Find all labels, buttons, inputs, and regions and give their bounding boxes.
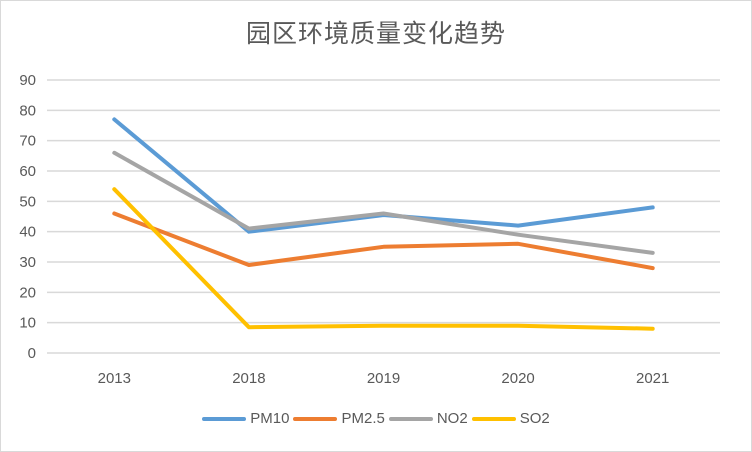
legend-item: PM2.5: [293, 410, 385, 427]
legend-swatch: [293, 416, 338, 421]
legend-item: SO2: [471, 410, 550, 427]
legend-label: PM10: [250, 410, 290, 427]
x-tick-label: 2019: [367, 370, 400, 387]
y-axis-ticks: 0 10 20 30 40 50 60 70 80 90: [19, 72, 36, 362]
y-tick-label: 50: [19, 193, 36, 210]
x-tick-label: 2013: [98, 370, 131, 387]
x-axis-ticks: 2013 2018 2019 2020 2021: [98, 370, 670, 387]
y-tick-label: 80: [19, 102, 36, 119]
y-tick-label: 90: [19, 72, 36, 89]
legend-swatch: [202, 416, 247, 421]
y-tick-label: 10: [19, 315, 36, 332]
series-no2: [112, 150, 655, 255]
legend-label: NO2: [436, 410, 468, 427]
x-tick-label: 2020: [501, 370, 534, 387]
series-line: [112, 150, 655, 255]
series-pm2-5: [112, 211, 655, 271]
x-tick-label: 2021: [636, 370, 669, 387]
y-tick-label: 60: [19, 163, 36, 180]
legend: PM10 PM2.5 NO2 SO2: [0, 410, 752, 427]
y-tick-label: 30: [19, 254, 36, 271]
series-line: [112, 187, 655, 331]
legend-label: PM2.5: [341, 410, 385, 427]
y-tick-label: 20: [19, 284, 36, 301]
y-tick-label: 40: [19, 224, 36, 241]
x-tick-label: 2018: [232, 370, 265, 387]
legend-item: PM10: [202, 410, 289, 427]
series-so2: [112, 187, 655, 331]
y-tick-label: 70: [19, 133, 36, 150]
legend-item: NO2: [388, 410, 468, 427]
legend-swatch: [471, 416, 516, 421]
chart-title: 园区环境质量变化趋势: [245, 19, 506, 48]
series-lines: [112, 117, 655, 331]
legend-swatch: [388, 416, 433, 421]
y-tick-label: 0: [28, 345, 36, 362]
legend-label: SO2: [519, 410, 550, 427]
